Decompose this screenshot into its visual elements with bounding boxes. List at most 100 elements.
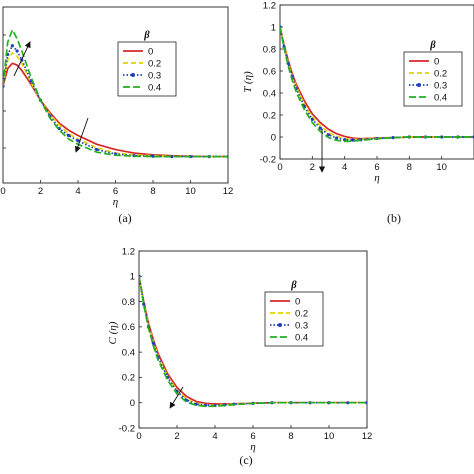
x-axis-label: η xyxy=(113,196,118,208)
series-point-0.3 xyxy=(334,136,339,140)
y-tick-label: 0.6 xyxy=(122,322,135,333)
legend-label: 0.4 xyxy=(148,82,161,93)
y-tick-label: 1.2 xyxy=(263,0,276,11)
x-tick-label: 6 xyxy=(250,431,255,442)
y-tick-label: 1.2 xyxy=(122,246,135,257)
x-tick-label: 4 xyxy=(212,431,217,442)
series-point-0.3 xyxy=(151,341,155,345)
series-group xyxy=(139,274,367,408)
legend-title: β xyxy=(143,30,150,41)
x-tick-label: 2 xyxy=(38,186,43,197)
series-point-0.3 xyxy=(76,139,80,143)
trend-arrow xyxy=(13,41,31,77)
x-axis-label: η xyxy=(250,441,255,453)
y-tick-label: 0.4 xyxy=(263,88,276,99)
legend-label: 0 xyxy=(148,46,153,57)
series-point-0.3 xyxy=(95,147,99,152)
y-axis-label: T (η) xyxy=(242,71,254,93)
x-tick-label: 12 xyxy=(223,186,234,197)
series-point-0.3 xyxy=(310,117,314,121)
series-point-0.3 xyxy=(365,401,367,405)
y-tick-label: -0.2 xyxy=(119,423,135,434)
series-group xyxy=(3,29,228,159)
legend: β 00.20.30.4 xyxy=(403,40,463,107)
x-tick-label: 0 xyxy=(0,186,5,197)
series-point-0.3 xyxy=(351,138,355,142)
x-tick-label: 10 xyxy=(185,186,196,197)
y-tick-label: 0 xyxy=(271,132,276,143)
series-line-0.4 xyxy=(280,26,474,143)
series-point-0.3 xyxy=(67,133,71,138)
x-tick-label: 4 xyxy=(342,162,347,173)
series-point-0.3 xyxy=(318,126,323,130)
series-line-0.4 xyxy=(139,276,367,408)
legend-label: 0 xyxy=(295,296,300,307)
y-tick-label: 0.6 xyxy=(263,66,276,77)
series-line-0.2 xyxy=(3,51,228,158)
legend-label: 0.4 xyxy=(434,92,447,103)
series-point-0.3 xyxy=(57,126,61,131)
trend-arrow xyxy=(169,386,184,409)
y-tick-label: 0.8 xyxy=(122,297,135,308)
y-tick-label: 1 xyxy=(130,272,135,283)
legend-label: 0.3 xyxy=(434,80,447,91)
x-tick-label: 6 xyxy=(374,162,379,173)
x-tick-label: 8 xyxy=(150,186,155,197)
x-tick-label: 2 xyxy=(174,431,179,442)
legend-title: β xyxy=(429,40,436,51)
legend-title: β xyxy=(290,280,297,291)
series-group xyxy=(280,25,474,143)
series-line-0.3 xyxy=(280,26,474,141)
series-point-0.3 xyxy=(170,155,174,159)
legend: β 00.20.30.4 xyxy=(117,30,177,97)
y-tick-label: 1 xyxy=(271,22,276,33)
legend-label: 0.2 xyxy=(434,68,447,79)
series-point-0.3 xyxy=(15,49,19,53)
y-axis-label: C (η) xyxy=(107,321,119,344)
x-tick-label: 0 xyxy=(277,162,282,173)
x-tick-label: 12 xyxy=(362,431,373,442)
legend-label: 0.3 xyxy=(148,70,161,81)
series-point-0.3 xyxy=(326,133,331,137)
x-tick-label: 8 xyxy=(407,162,412,173)
legend-label: 0 xyxy=(434,56,439,67)
legend-label: 0.2 xyxy=(148,58,161,69)
series-point-0.3 xyxy=(151,154,155,158)
panel-caption: (c) xyxy=(239,453,252,467)
x-tick-label: 4 xyxy=(75,186,80,197)
legend-label: 0.3 xyxy=(295,320,308,331)
y-tick-label: -0.2 xyxy=(260,154,276,165)
chart-panel-c: 0 2 4 6 8 10 12-0.200.20.40.60.811.2ηC (η)β00.… xyxy=(107,246,372,467)
panel-caption: (b) xyxy=(387,211,401,225)
x-tick-label: 10 xyxy=(436,162,447,173)
x-tick-label: 10 xyxy=(324,431,335,442)
series-point-0.3 xyxy=(10,44,14,48)
series-line-0.4 xyxy=(3,29,228,158)
x-tick-label: 2 xyxy=(310,162,315,173)
chart-panel-b: 0 2 4 6 8 10-0.200.20.40.60.811.2ηT (η)β00.20… xyxy=(242,0,474,225)
trend-arrow xyxy=(74,117,89,153)
y-tick-label: 0.2 xyxy=(263,110,276,121)
legend: β 00.20.30.4 xyxy=(264,280,324,347)
legend-label: 0.4 xyxy=(295,332,308,343)
series-line-0 xyxy=(3,62,228,158)
plot-frame xyxy=(138,250,368,429)
legend-marker xyxy=(417,83,421,87)
series-line-0.3 xyxy=(3,44,228,158)
y-tick-label: 0 xyxy=(130,398,135,409)
legend-label: 0.2 xyxy=(295,308,308,319)
x-tick-label: 8 xyxy=(288,431,293,442)
panel-caption: (a) xyxy=(118,211,131,225)
x-tick-label: 6 xyxy=(113,186,118,197)
x-axis-label: η xyxy=(374,172,379,184)
y-tick-label: 0.2 xyxy=(122,373,135,384)
series-point-0.3 xyxy=(142,302,146,306)
y-tick-label: 0.8 xyxy=(263,44,276,55)
y-tick-label: 0.4 xyxy=(122,347,135,358)
x-tick-label: 0 xyxy=(136,431,141,442)
series-line-0.3 xyxy=(139,276,367,407)
legend-marker xyxy=(278,323,282,327)
legend-marker xyxy=(131,73,135,77)
